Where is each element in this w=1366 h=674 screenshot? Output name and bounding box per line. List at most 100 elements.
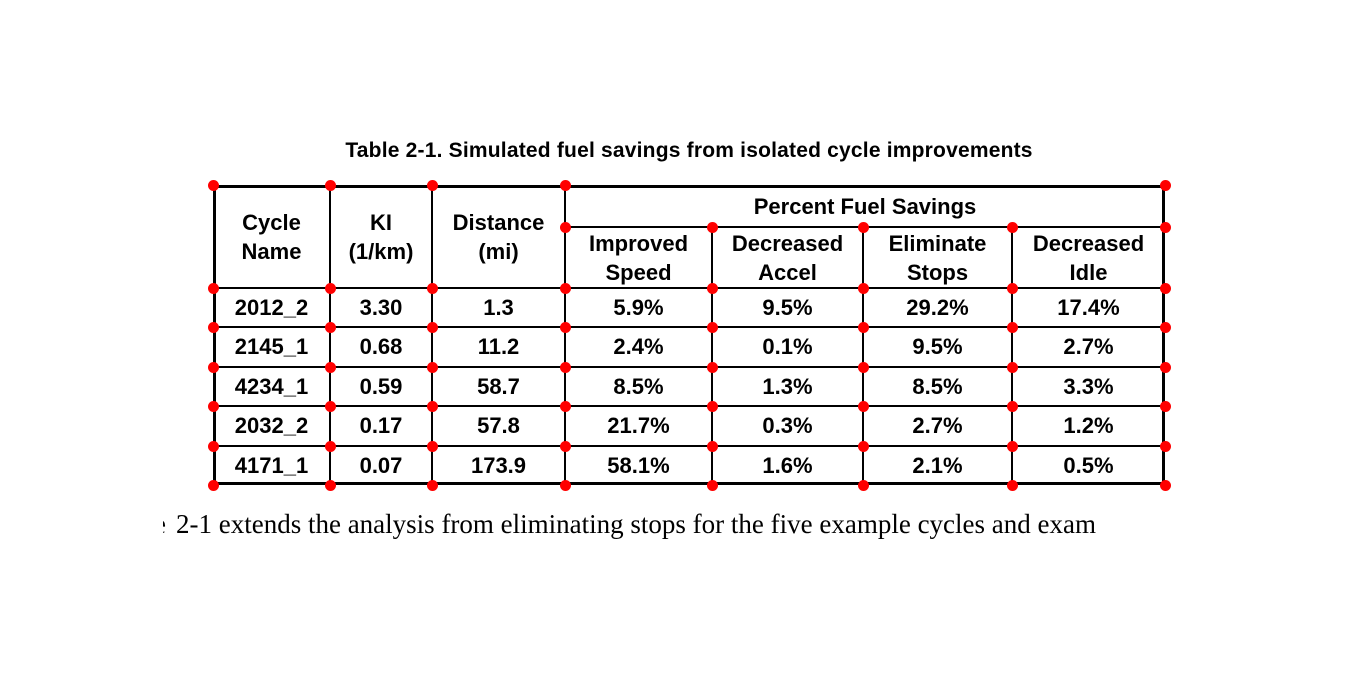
data-cell: 1.3%	[762, 373, 813, 399]
corner-dot	[207, 440, 219, 452]
data-cell: 58.1%	[607, 452, 670, 478]
data-cell: 0.5%	[1063, 452, 1114, 478]
data-cell: 2.4%	[613, 334, 664, 359]
corner-dot	[1159, 479, 1171, 491]
data-cell: 1.2%	[1063, 413, 1114, 438]
data-cell: 2145_1	[234, 334, 309, 359]
corner-dot	[706, 440, 718, 452]
corner-dot	[207, 400, 219, 412]
data-cell: 17.4%	[1057, 294, 1120, 320]
sub-header-cell: Eliminate Stops	[888, 230, 987, 285]
data-cell: 0.1%	[762, 334, 813, 359]
corner-dot	[1006, 440, 1018, 452]
data-table: Cycle Name KI (1/km) Distance (mi) Percent …	[207, 179, 1171, 491]
data-cell: 2.7%	[912, 413, 963, 438]
sub-header-cell: Decreased Accel	[731, 230, 844, 285]
corner-dot	[324, 400, 336, 412]
data-cell: 9.5%	[762, 294, 813, 320]
data-cell: 0.3%	[762, 413, 813, 438]
grid-line-h	[213, 366, 1165, 368]
corner-dot	[324, 282, 336, 294]
corner-dot	[207, 479, 219, 491]
corner-dot	[1159, 321, 1171, 333]
corner-dot	[426, 321, 438, 333]
data-cell: 57.8	[477, 413, 520, 438]
data-cell: 4171_1	[234, 452, 309, 478]
corner-dot	[426, 282, 438, 294]
corner-dot	[857, 321, 869, 333]
sub-header-cell: Improved Speed	[588, 230, 689, 285]
data-cell: 3.30	[359, 294, 403, 320]
corner-dot	[1006, 321, 1018, 333]
sub-header-cell: Decreased Idle	[1032, 230, 1145, 285]
corner-dot	[324, 440, 336, 452]
corner-dot	[426, 440, 438, 452]
data-cell: 21.7%	[607, 413, 670, 438]
corner-dot	[559, 282, 571, 294]
corner-dot	[706, 282, 718, 294]
data-cell: 2.7%	[1063, 334, 1114, 359]
grid-line-h	[213, 405, 1165, 407]
header-cell: Cycle Name	[241, 209, 302, 264]
data-cell: 4234_1	[234, 373, 309, 399]
data-cell: 2012_2	[234, 294, 309, 320]
corner-dot	[1159, 361, 1171, 373]
grid-line-h	[213, 326, 1165, 328]
corner-dot	[857, 361, 869, 373]
data-cell: 5.9%	[613, 294, 664, 320]
data-cell: 8.5%	[613, 373, 664, 399]
data-cell: 0.68	[359, 334, 403, 359]
corner-dot	[706, 479, 718, 491]
body-text: 2-1 extends the analysis from eliminatin…	[176, 509, 1096, 539]
corner-dot	[426, 361, 438, 373]
corner-dot	[324, 361, 336, 373]
corner-dot	[857, 282, 869, 294]
grid-line-v	[1011, 227, 1013, 485]
corner-dot	[857, 400, 869, 412]
data-cell: 173.9	[470, 452, 527, 478]
data-cell: 0.59	[359, 373, 403, 399]
data-cell: 11.2	[477, 334, 520, 359]
grid-line-v	[862, 227, 864, 485]
corner-dot	[706, 321, 718, 333]
corner-dot	[857, 440, 869, 452]
corner-dot	[559, 400, 571, 412]
grid-line-v	[431, 185, 433, 485]
span-header-cell: Percent Fuel Savings	[753, 193, 977, 219]
corner-dot	[1159, 221, 1171, 233]
data-cell: 8.5%	[912, 373, 963, 399]
corner-dot	[1159, 179, 1171, 191]
corner-dot	[1006, 400, 1018, 412]
corner-dot	[706, 361, 718, 373]
clipped-text-fragment: e	[163, 509, 167, 543]
grid-line-h	[213, 445, 1165, 447]
corner-dot	[857, 221, 869, 233]
corner-dot	[207, 321, 219, 333]
grid-line-h	[213, 287, 1165, 289]
corner-dot	[1159, 440, 1171, 452]
corner-dot	[1159, 282, 1171, 294]
corner-dot	[857, 479, 869, 491]
corner-dot	[207, 361, 219, 373]
data-cell: 3.3%	[1063, 373, 1114, 399]
grid-line-v	[711, 227, 713, 485]
corner-dot	[324, 321, 336, 333]
corner-dot	[706, 221, 718, 233]
header-cell: KI (1/km)	[348, 209, 414, 264]
data-cell: 1.6%	[762, 452, 813, 478]
corner-dot	[1006, 221, 1018, 233]
header-cell: Distance (mi)	[452, 209, 545, 264]
corner-dot	[426, 400, 438, 412]
data-cell: 29.2%	[906, 294, 969, 320]
corner-dot	[559, 179, 571, 191]
corner-dot	[426, 479, 438, 491]
corner-dot	[207, 179, 219, 191]
table-caption: Table 2-1. Simulated fuel savings from i…	[345, 139, 1033, 162]
data-cell: 0.17	[359, 413, 403, 438]
grid-line-v	[564, 185, 566, 485]
corner-dot	[1006, 479, 1018, 491]
corner-dot	[706, 400, 718, 412]
corner-dot	[559, 221, 571, 233]
data-cell: 58.7	[477, 373, 520, 399]
